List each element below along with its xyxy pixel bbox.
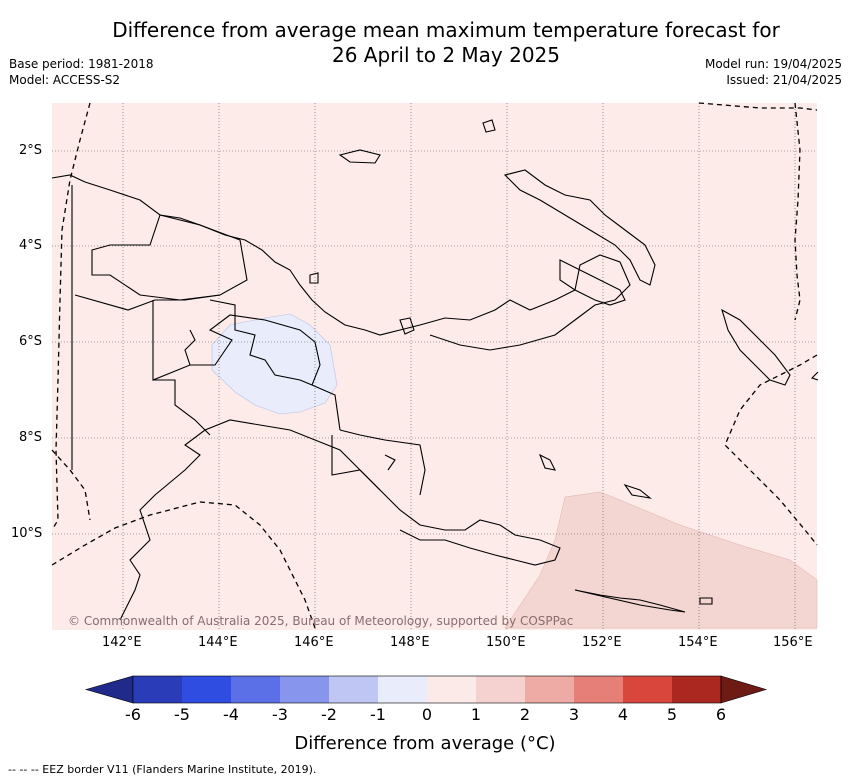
issued-date: Issued: 21/04/2025 <box>726 73 842 87</box>
admin-borders <box>71 185 426 496</box>
lon-label-156e: 156°E <box>773 635 813 650</box>
meta-left: Base period: 1981-2018 Model: ACCESS-S2 <box>9 56 154 88</box>
colorbar-tick-label: -2 <box>321 705 337 724</box>
colorbar-bin <box>280 676 329 703</box>
colorbar-extend-low <box>84 675 134 704</box>
colorbar-tick-label: 2 <box>519 705 531 724</box>
model-name: Model: ACCESS-S2 <box>9 73 121 87</box>
meta-right: Model run: 19/04/2025 Issued: 21/04/2025 <box>705 56 842 88</box>
model-run: Model run: 19/04/2025 <box>704 57 842 71</box>
lon-label-146e: 146°E <box>294 635 334 650</box>
colorbar-tick-label: 6 <box>715 705 727 724</box>
cool-anomaly-region <box>211 313 338 415</box>
lat-label-10s: 10°S <box>11 526 43 541</box>
colorbar-tick-label: 0 <box>421 705 433 724</box>
colorbar-tick-label: 5 <box>666 705 678 724</box>
colorbar-bin <box>476 676 525 703</box>
base-period: Base period: 1981-2018 <box>9 57 154 71</box>
colorbar-bin <box>329 676 378 703</box>
colorbar-title: Difference from average (°C) <box>294 733 556 754</box>
colorbar <box>84 675 768 704</box>
colorbar-tick-label: 1 <box>470 705 482 724</box>
colorbar-outline <box>132 675 722 704</box>
lon-label-154e: 154°E <box>678 635 718 650</box>
lat-label-2s: 2°S <box>19 143 43 158</box>
colorbar-bin <box>574 676 623 703</box>
chart-title: Difference from average mean maximum tem… <box>90 18 802 68</box>
colorbar-bin <box>231 676 280 703</box>
graticule <box>52 103 817 630</box>
colorbar-tick-label: -6 <box>125 705 141 724</box>
colorbar-extend-high <box>720 675 768 704</box>
colorbar-tick-label: -4 <box>223 705 239 724</box>
eez-borders <box>51 102 818 629</box>
title-line-1: Difference from average mean maximum tem… <box>112 18 780 42</box>
copyright-notice: © Commonwealth of Australia 2025, Bureau… <box>68 614 574 628</box>
lon-label-142e: 142°E <box>102 635 142 650</box>
lat-label-4s: 4°S <box>19 238 43 253</box>
lon-label-150e: 150°E <box>486 635 526 650</box>
lon-label-148e: 148°E <box>390 635 430 650</box>
colorbar-bin <box>182 676 231 703</box>
colorbar-bin <box>525 676 574 703</box>
coastlines <box>51 119 819 621</box>
colorbar-bin <box>133 676 182 703</box>
colorbar-bin <box>427 676 476 703</box>
title-line-2: 26 April to 2 May 2025 <box>332 43 560 67</box>
colorbar-tick-label: -1 <box>370 705 386 724</box>
lon-label-152e: 152°E <box>582 635 622 650</box>
colorbar-tick-label: -5 <box>174 705 190 724</box>
colorbar-tick-label: 4 <box>617 705 629 724</box>
eez-legend-footer: -- -- -- EEZ border V11 (Flanders Marine… <box>8 763 317 776</box>
colorbar-tick-label: -3 <box>272 705 288 724</box>
lat-label-8s: 8°S <box>19 430 43 445</box>
colorbar-bin <box>623 676 672 703</box>
colorbar-tick-label: 3 <box>568 705 580 724</box>
lon-label-144e: 144°E <box>198 635 238 650</box>
colorbar-bin <box>672 676 721 703</box>
lat-label-6s: 6°S <box>19 334 43 349</box>
warm-anomaly-region <box>504 491 818 629</box>
colorbar-bin <box>378 676 427 703</box>
